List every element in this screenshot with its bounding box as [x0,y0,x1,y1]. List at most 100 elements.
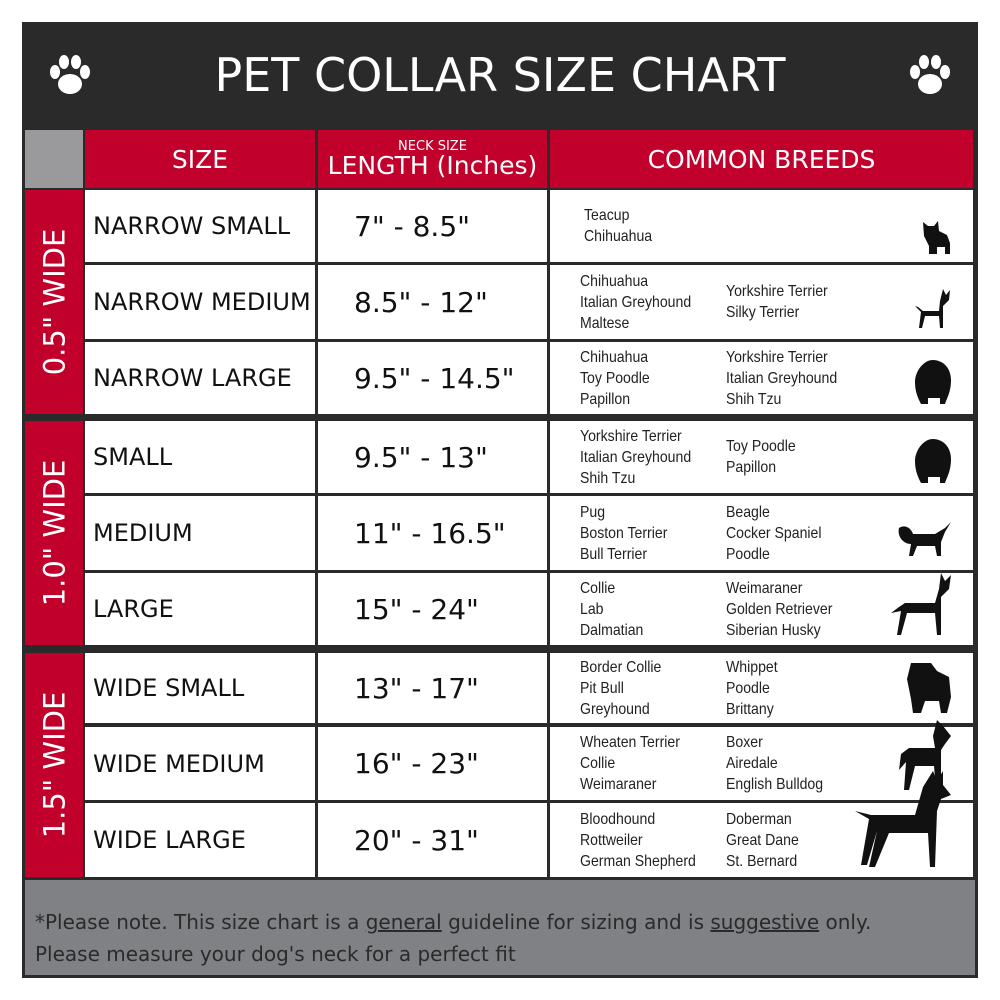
footer-line-2: Please measure your dog's neck for a per… [35,942,516,966]
breed-name: Greyhound [580,700,650,718]
breed-name: Poodle [726,679,770,697]
width-group: 0.5" WIDE [25,190,83,414]
size-cell: WIDE SMALL [85,653,315,723]
length-cell: 9.5" - 14.5" [318,342,547,414]
size-cell: NARROW LARGE [85,342,315,414]
breeds-cell: Pug Boston Terrier Bull Terrier Beagle Cock… [550,496,973,570]
title-bar: PET COLLAR SIZE CHART [22,22,978,128]
length-cell: 11" - 16.5" [318,496,547,570]
header-length-sub: NECK SIZE [398,139,467,154]
breed-name: Doberman [726,810,792,828]
breeds-cell: Border Collie Pit Bull Greyhound Whippet Po… [550,653,973,723]
breeds-column-1: Border Collie Pit Bull Greyhound [580,653,661,723]
shepherd-silhouette-icon [889,571,953,641]
breed-name: Weimaraner [580,776,657,793]
breeds-column-2: Doberman Great Dane St. Bernard [726,803,799,877]
breed-name: Bull Terrier [580,545,648,563]
breed-name: Brittany [726,700,774,718]
length-cell: 16" - 23" [318,727,547,800]
breeds-cell: Teacup Chihuahua [550,190,973,262]
paw-icon [910,55,950,94]
breed-name: Italian Greyhound [580,448,692,466]
breed-name: Airedale [726,755,778,772]
breed-name: Siberian Husky [726,621,821,639]
chart-title: PET COLLAR SIZE CHART [214,48,786,102]
corner-cell [25,130,83,188]
footer-line-1: *Please note. This size chart is a gener… [35,906,965,938]
breed-name: Cocker Spaniel [726,524,822,542]
breed-name: Yorkshire Terrier [726,283,828,300]
size-cell: SMALL [85,421,315,493]
breed-name: Teacup [584,207,630,224]
breeds-column-2: Yorkshire Terrier Italian Greyhound Shih T… [726,342,837,414]
breed-name: Toy Poodle [726,438,796,455]
chihuahua-silhouette-icon [913,287,953,335]
breeds-column-1: Chihuahua Italian Greyhound Maltese [580,265,691,339]
breed-name: Italian Greyhound [726,369,838,387]
breed-name: Italian Greyhound [580,293,692,311]
length-cell: 9.5" - 13" [318,421,547,493]
breed-name: Boxer [726,734,763,751]
width-group-label: 0.5" WIDE [37,228,71,376]
breeds-column-1: Chihuahua Toy Poodle Papillon [580,342,650,414]
pomeranian-silhouette-icon [913,437,953,489]
note-text: only. [819,910,872,934]
length-cell: 15" - 24" [318,573,547,645]
breed-name: Papillon [580,390,631,408]
breeds-column-2: Weimaraner Golden Retriever Siberian Husky [726,573,832,645]
note-general: general [365,910,442,934]
breed-name: Golden Retriever [726,600,833,618]
breeds-column-2: Boxer Airedale English Bulldog [726,727,823,800]
dachshund-silhouette-icon [895,522,953,566]
breeds-cell: Wheaten Terrier Collie Weimaraner Boxer Air… [550,720,973,800]
breed-name: Shih Tzu [726,390,782,408]
note-suggestive: suggestive [710,910,820,934]
breed-name: Collie [580,579,616,597]
size-cell: NARROW MEDIUM [85,265,315,339]
pitbull-silhouette-icon [897,718,953,796]
breed-name: Whippet [726,658,778,676]
breeds-column-2: Beagle Cocker Spaniel Poodle [726,496,821,570]
breed-name: Lab [580,600,604,618]
breed-name: Chihuahua [584,228,653,245]
breed-name: Wheaten Terrier [580,734,680,751]
header-breeds: COMMON BREEDS [550,130,973,188]
pomeranian-silhouette-icon [913,358,953,410]
size-cell: MEDIUM [85,496,315,570]
width-group: 1.0" WIDE [25,421,83,645]
breed-name: Great Dane [726,831,799,849]
header-length-main: LENGTH (Inches) [327,151,538,180]
length-cell: 13" - 17" [318,653,547,723]
breed-name: Yorkshire Terrier [580,427,682,445]
header-length: NECK SIZE LENGTH (Inches) [318,130,547,188]
breeds-column-1: Collie Lab Dalmatian [580,573,643,645]
breeds-column-2: Whippet Poodle Brittany [726,653,778,723]
breeds-column-1: Pug Boston Terrier Bull Terrier [580,496,667,570]
breeds-cell: Yorkshire Terrier Italian Greyhound Shih T… [550,421,973,493]
breed-name: Border Collie [580,658,662,676]
length-cell: 8.5" - 12" [318,265,547,339]
header-size: SIZE [85,130,315,188]
breed-name: Chihuahua [580,272,649,290]
breed-name: Chihuahua [580,348,649,366]
breed-name: Bloodhound [580,810,656,828]
breed-name: Boston Terrier [580,524,668,542]
breeds-column-1: Wheaten Terrier Collie Weimaraner [580,727,680,800]
breeds-column-1: Teacup Chihuahua [584,190,652,262]
footer-note: *Please note. This size chart is a gener… [25,880,975,975]
breeds-cell: Chihuahua Toy Poodle Papillon Yorkshire Te… [550,342,973,414]
size-cell: WIDE MEDIUM [85,727,315,800]
size-cell: NARROW SMALL [85,190,315,262]
breed-name: Shih Tzu [580,469,636,487]
breed-name: Silky Terrier [726,304,800,321]
breeds-cell: Bloodhound Rottweiler German Shepherd Dobe… [550,771,973,877]
breeds-cell: Collie Lab Dalmatian Weimaraner Golden Retr… [550,573,973,645]
breed-name: Pit Bull [580,679,624,697]
breeds-column-2: Yorkshire Terrier Silky Terrier [726,265,828,339]
width-group-label: 1.5" WIDE [37,691,71,839]
breed-name: Beagle [726,503,770,521]
breed-name: Rottweiler [580,831,643,849]
breed-name: German Shepherd [580,852,696,870]
breed-name: Toy Poodle [580,369,650,387]
breeds-cell: Chihuahua Italian Greyhound Maltese Yorksh… [550,265,973,339]
